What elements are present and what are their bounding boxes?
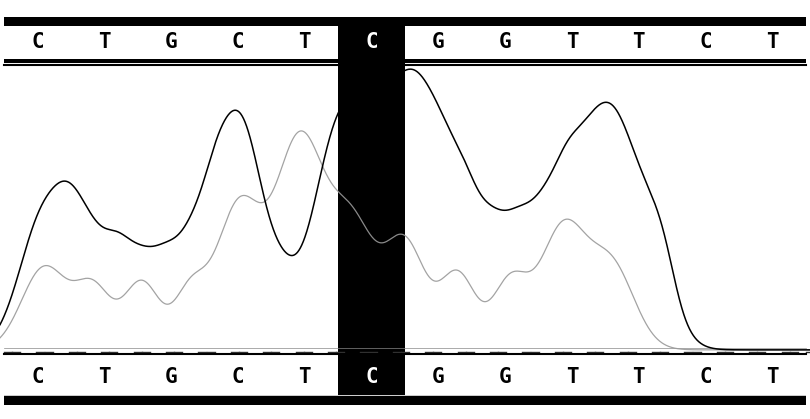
Text: C: C xyxy=(365,32,378,52)
Text: T: T xyxy=(98,367,111,387)
Text: G: G xyxy=(499,367,512,387)
Text: T: T xyxy=(565,32,578,52)
Bar xyxy=(4,17,806,26)
Text: C: C xyxy=(365,367,378,387)
Text: T: T xyxy=(766,32,779,52)
Text: T: T xyxy=(766,367,779,387)
Text: T: T xyxy=(98,32,111,52)
Text: G: G xyxy=(432,367,445,387)
Text: C: C xyxy=(699,367,712,387)
Text: T: T xyxy=(298,367,311,387)
Text: C: C xyxy=(232,367,245,387)
Bar xyxy=(4,59,806,63)
Bar xyxy=(339,19,405,400)
Text: G: G xyxy=(432,32,445,52)
Bar xyxy=(4,396,806,405)
Text: G: G xyxy=(164,367,177,387)
Text: T: T xyxy=(298,32,311,52)
Text: C: C xyxy=(232,32,245,52)
Text: C: C xyxy=(31,367,44,387)
Text: G: G xyxy=(164,32,177,52)
Bar xyxy=(4,395,806,398)
Text: T: T xyxy=(565,367,578,387)
Text: T: T xyxy=(633,32,646,52)
Text: G: G xyxy=(499,32,512,52)
Text: C: C xyxy=(31,32,44,52)
Text: C: C xyxy=(699,32,712,52)
Text: T: T xyxy=(633,367,646,387)
